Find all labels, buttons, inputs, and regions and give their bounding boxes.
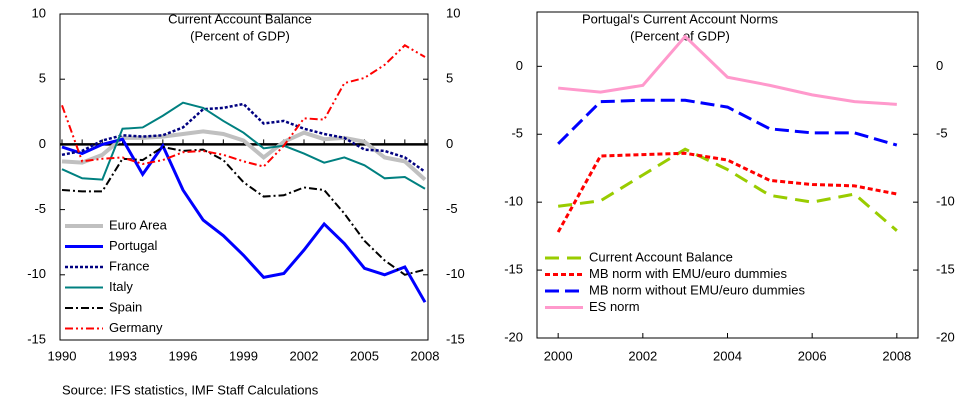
x-tick-label: 1996 (169, 348, 198, 363)
plot-frame (59, 13, 429, 341)
legend-entry: Euro Area (65, 217, 168, 232)
series-line (61, 44, 426, 168)
series-line (557, 147, 898, 232)
legend-label: Italy (109, 279, 133, 294)
y2-tick-label: -5 (936, 126, 948, 141)
series-line (558, 34, 897, 106)
y-tick-label: -10 (27, 266, 46, 281)
x-tick-label: 2006 (798, 348, 827, 363)
legend-label: Euro Area (109, 217, 168, 232)
legend-label: MB norm with EMU/euro dummies (589, 266, 787, 281)
y-tick-label: 0 (39, 136, 46, 151)
y2-tick-label: -10 (446, 266, 465, 281)
x-tick-label: 2008 (882, 348, 911, 363)
legend-label: Portugal (109, 238, 158, 253)
legend-label: Current Account Balance (589, 249, 733, 264)
legend-label: ES norm (589, 299, 640, 314)
x-tick-label: 2000 (544, 348, 573, 363)
legend-entry: Spain (65, 299, 142, 314)
y-tick-label: 5 (39, 71, 46, 86)
series-line (61, 137, 427, 303)
chart-subtitle: (Percent of GDP) (190, 28, 290, 43)
x-tick-label: 2008 (411, 348, 440, 363)
x-tick-label: 1999 (229, 348, 258, 363)
series-line (556, 151, 898, 233)
y2-tick-label: 5 (446, 71, 453, 86)
legend-label: France (109, 258, 149, 273)
x-tick-label: 2002 (628, 348, 657, 363)
y-tick-label: -15 (504, 262, 523, 277)
series-line (557, 98, 898, 147)
legend-entry: France (65, 258, 149, 273)
legend-entry: ES norm (545, 299, 640, 314)
y-tick-label: 0 (516, 58, 523, 73)
series-line (61, 145, 426, 276)
chart-title: Portugal's Current Account Norms (582, 11, 779, 26)
x-tick-label: 1993 (108, 348, 137, 363)
y-tick-label: 10 (32, 5, 46, 20)
legend-entry: Current Account Balance (545, 249, 733, 264)
x-tick-label: 2004 (713, 348, 742, 363)
y2-tick-label: 10 (446, 5, 460, 20)
series-line (61, 102, 426, 173)
y-tick-label: -5 (511, 126, 523, 141)
legend-entry: MB norm without EMU/euro dummies (545, 282, 806, 297)
series-line (61, 129, 427, 182)
y-tick-label: -5 (34, 201, 46, 216)
y2-tick-label: -20 (936, 329, 955, 344)
x-tick-label: 2002 (290, 348, 319, 363)
y-tick-label: -20 (504, 329, 523, 344)
y-tick-label: -15 (27, 331, 46, 346)
legend-entry: MB norm with EMU/euro dummies (545, 266, 787, 281)
y-tick-label: -10 (504, 194, 523, 209)
legend-entry: Germany (65, 320, 163, 335)
x-tick-label: 1990 (48, 348, 77, 363)
y2-tick-label: 0 (936, 58, 943, 73)
y2-tick-label: -5 (446, 201, 458, 216)
legend-entry: Portugal (65, 238, 158, 253)
y2-tick-label: -10 (936, 194, 955, 209)
y2-tick-label: 0 (446, 136, 453, 151)
series-line (61, 101, 426, 190)
legend-label: MB norm without EMU/euro dummies (589, 282, 806, 297)
source-note: Source: IFS statistics, IMF Staff Calcul… (62, 382, 319, 397)
legend-label: Germany (109, 320, 163, 335)
legend-label: Spain (109, 299, 142, 314)
y2-tick-label: -15 (446, 331, 465, 346)
x-tick-label: 2005 (350, 348, 379, 363)
chart-subtitle: (Percent of GDP) (630, 28, 730, 43)
y2-tick-label: -15 (936, 262, 955, 277)
chart-title: Current Account Balance (168, 11, 312, 26)
legend-entry: Italy (65, 279, 133, 294)
